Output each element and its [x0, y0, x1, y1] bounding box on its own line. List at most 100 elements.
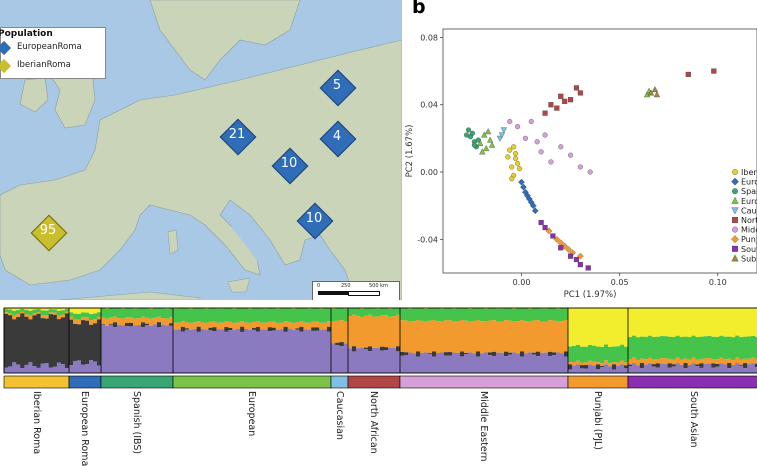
- admixture-segment: [436, 321, 440, 353]
- admixture-segment: [476, 357, 480, 373]
- admixture-segment: [508, 353, 512, 355]
- admixture-segment: [640, 368, 644, 373]
- admixture-segment: [731, 308, 735, 337]
- admixture-segment: [628, 337, 632, 360]
- admixture-segment: [584, 365, 588, 369]
- admixture-segment: [388, 309, 392, 317]
- admixture-segment: [692, 357, 696, 363]
- admixture-segment: [32, 310, 36, 314]
- admixture-segment: [197, 321, 201, 326]
- x-tick-label: 0.05: [611, 278, 629, 287]
- admixture-segment: [340, 320, 345, 342]
- admixture-segment: [41, 364, 45, 373]
- admixture-segment: [69, 317, 73, 320]
- admixture-segment: [604, 360, 608, 364]
- admixture-segment: [228, 308, 232, 322]
- admixture-segment: [432, 308, 436, 320]
- population-color-bar: [348, 376, 400, 388]
- marker-count: 10: [272, 156, 306, 171]
- admixture-segment: [73, 308, 77, 314]
- admixture-segment: [711, 359, 715, 363]
- admixture-segment: [272, 330, 276, 373]
- admixture-segment: [540, 309, 544, 322]
- marker-95: 95: [31, 215, 65, 249]
- admixture-segment: [284, 321, 288, 326]
- admixture-segment: [668, 368, 672, 373]
- admixture-segment: [260, 329, 264, 373]
- admixture-segment: [695, 366, 699, 373]
- admixture-segment: [12, 316, 16, 320]
- admixture-segment: [424, 352, 428, 373]
- admixture-segment: [608, 308, 612, 347]
- admixture-segment: [193, 308, 197, 322]
- admixture-segment: [660, 358, 664, 364]
- admixture-segment: [81, 365, 85, 373]
- data-point: [574, 85, 579, 90]
- admixture-segment: [28, 319, 32, 362]
- admixture-segment: [216, 309, 220, 323]
- admixture-segment: [149, 326, 153, 373]
- admixture-segment: [719, 363, 723, 373]
- admixture-segment: [656, 363, 660, 367]
- admixture-segment: [77, 314, 81, 320]
- admixture-segment: [165, 309, 169, 319]
- admixture-segment: [236, 329, 240, 373]
- admixture-segment: [236, 322, 240, 329]
- admixture-segment: [672, 364, 676, 366]
- admixture-segment: [157, 317, 161, 322]
- admixture-segment: [588, 365, 592, 373]
- admixture-segment: [189, 330, 193, 373]
- admixture-segment: [576, 345, 580, 361]
- admixture-segment: [448, 320, 452, 352]
- admixture-segment: [516, 308, 520, 321]
- admixture-segment: [480, 308, 484, 321]
- admixture-segment: [37, 314, 41, 368]
- admixture-segment: [504, 308, 508, 320]
- admixture-segment: [616, 308, 620, 346]
- admixture-segment: [352, 308, 356, 315]
- admixture-segment: [85, 308, 89, 313]
- admixture-segment: [496, 353, 500, 373]
- admixture-segment: [185, 308, 189, 322]
- legend-marker: [732, 169, 738, 175]
- data-point: [586, 266, 591, 271]
- admixture-segment: [220, 323, 224, 330]
- admixture-segment: [727, 359, 731, 363]
- population-label: Middle Eastern: [478, 391, 489, 462]
- data-point: [568, 153, 573, 158]
- data-point: [513, 151, 518, 156]
- population-color-bar: [400, 376, 568, 388]
- admixture-segment: [73, 314, 77, 320]
- admixture-segment: [556, 309, 560, 322]
- admixture-segment: [185, 328, 189, 329]
- admixture-segment: [93, 323, 97, 361]
- admixture-segment: [364, 308, 368, 315]
- admixture-segment: [256, 308, 260, 321]
- admixture-segment: [348, 316, 352, 348]
- admixture-segment: [484, 352, 488, 373]
- population-label: Spanish (IBS): [131, 391, 142, 454]
- admixture-segment: [692, 336, 696, 358]
- admixture-segment: [141, 317, 145, 323]
- scale-label-250: 250: [341, 283, 351, 289]
- admixture-segment: [540, 321, 544, 352]
- admixture-segment: [404, 320, 408, 352]
- admixture-segment: [141, 327, 145, 373]
- admixture-segment: [404, 352, 408, 355]
- marker-count: 95: [31, 223, 65, 238]
- data-point: [588, 170, 593, 175]
- admixture-segment: [323, 308, 327, 322]
- marker-count: 5: [320, 78, 354, 93]
- admixture-segment: [556, 322, 560, 353]
- admixture-segment: [464, 321, 468, 353]
- admixture-segment: [185, 322, 189, 328]
- marker-4: 4: [320, 121, 354, 155]
- admixture-segment: [61, 314, 65, 317]
- admixture-segment: [101, 325, 105, 373]
- admixture-segment: [612, 364, 616, 369]
- admixture-segment: [448, 356, 452, 373]
- data-point: [464, 133, 469, 138]
- admixture-segment: [295, 328, 299, 329]
- admixture-segment: [576, 308, 580, 345]
- legend-label: Subsa: [741, 254, 757, 263]
